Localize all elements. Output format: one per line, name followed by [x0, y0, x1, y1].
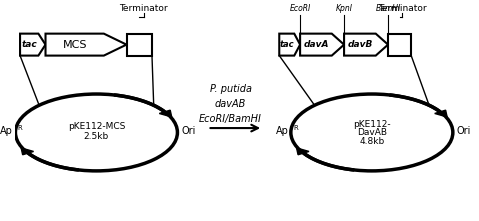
Polygon shape — [21, 148, 34, 155]
Polygon shape — [279, 34, 300, 56]
Text: DavAB: DavAB — [357, 128, 387, 137]
Polygon shape — [300, 34, 344, 56]
Text: 2.5kb: 2.5kb — [84, 132, 109, 141]
Text: P. putida: P. putida — [210, 84, 251, 93]
Text: tac: tac — [22, 40, 37, 49]
Text: MCS: MCS — [62, 40, 87, 50]
Text: pKE112-: pKE112- — [353, 120, 391, 129]
Bar — [126, 34, 152, 56]
Text: davA: davA — [303, 40, 329, 49]
Polygon shape — [46, 34, 126, 56]
Text: pKE112-MCS: pKE112-MCS — [68, 122, 125, 131]
Text: Terminator: Terminator — [120, 4, 168, 13]
Text: Ap: Ap — [275, 126, 288, 136]
Text: davB: davB — [347, 40, 373, 49]
Polygon shape — [344, 34, 388, 56]
Text: EcoRI: EcoRI — [289, 4, 311, 13]
Text: davAB: davAB — [215, 99, 246, 109]
Text: tac: tac — [279, 40, 294, 49]
Text: Terminator: Terminator — [377, 4, 426, 13]
Polygon shape — [435, 110, 447, 117]
Polygon shape — [20, 34, 46, 56]
Text: Ap: Ap — [0, 126, 13, 136]
Polygon shape — [160, 110, 171, 117]
Text: BamHI: BamHI — [376, 4, 400, 13]
Polygon shape — [297, 148, 309, 155]
Text: R: R — [18, 125, 23, 131]
Text: EcoRI/BamHI: EcoRI/BamHI — [199, 114, 262, 124]
Text: Ori: Ori — [456, 126, 471, 136]
Text: R: R — [293, 125, 298, 131]
Text: 4.8kb: 4.8kb — [359, 137, 385, 146]
Text: Ori: Ori — [181, 126, 195, 136]
Bar — [388, 34, 411, 56]
Text: KpnI: KpnI — [336, 4, 353, 13]
